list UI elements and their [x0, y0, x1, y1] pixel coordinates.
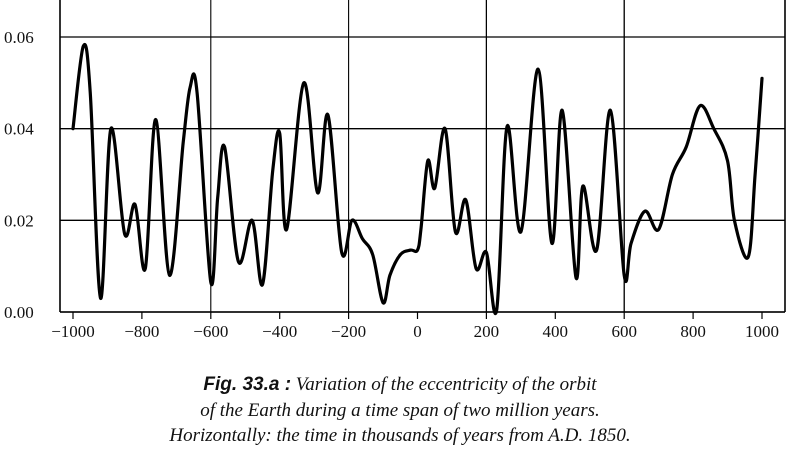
x-tick-label: 200: [474, 322, 500, 340]
x-tick-label: 400: [543, 322, 569, 340]
x-tick-label: −200: [331, 322, 366, 340]
caption-line-1: Fig. 33.a : Variation of the eccentricit…: [0, 373, 800, 397]
plot-frame: [59, 0, 786, 313]
x-tick-label: 1000: [745, 322, 779, 340]
y-tick-label: 0.00: [4, 303, 34, 322]
caption-line-3: Horizontally: the time in thousands of y…: [169, 425, 631, 446]
figure-label: Fig. 33.a :: [203, 374, 292, 395]
x-tick-label: 800: [680, 322, 706, 340]
x-tick-label: −400: [262, 322, 297, 340]
eccentricity-chart: −1000 −800 −600 −400 −200 0 200 400 600 800 1000 0…: [4, 0, 786, 340]
x-tick-label: 0: [413, 322, 422, 340]
x-tick-label: 600: [611, 322, 637, 340]
y-axis-ticks: 0.00 0.02 0.04 0.06: [4, 28, 34, 322]
eccentricity-series-line: [71, 43, 764, 315]
series-group: [71, 43, 764, 315]
x-tick-label: −800: [124, 322, 159, 340]
y-tick-label: 0.04: [4, 120, 34, 139]
x-tick-label: −1000: [51, 322, 95, 340]
y-tick-label: 0.06: [4, 28, 34, 47]
x-axis-ticks: −1000 −800 −600 −400 −200 0 200 400 600 800 1000: [51, 312, 779, 340]
caption-line-2: of the Earth during a time span of two m…: [200, 400, 600, 421]
y-tick-label: 0.02: [4, 211, 34, 230]
x-tick-label: −600: [193, 322, 228, 340]
caption-text-1: Variation of the eccentricity of the orb…: [295, 374, 597, 395]
